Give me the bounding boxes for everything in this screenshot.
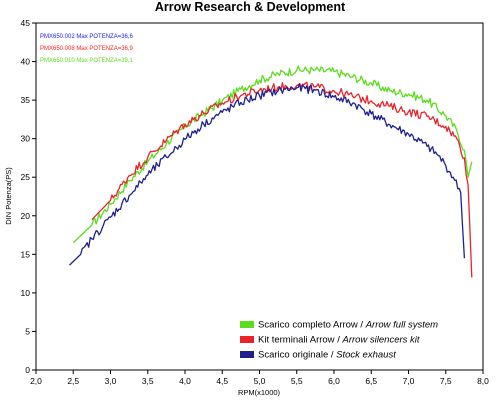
- x-tick-label: 2,0: [30, 376, 42, 386]
- x-tick-label: 7,0: [403, 376, 415, 386]
- max-power-annotations: PMX650.002 Max POTENZA=36,6 PMX650.008 Ma…: [40, 34, 134, 64]
- plot-frame: [35, 22, 484, 371]
- legend-swatch: [240, 336, 254, 343]
- axis-ticks: 2,0 2,5 3,0 3,5 4,0 4,5 5,0 5,5 6,0 6,5 7,0 7,5 8,0 0…: [21, 18, 490, 386]
- x-tick-label: 6,0: [328, 376, 340, 386]
- y-tick-label: 20: [21, 211, 31, 221]
- y-tick-label: 35: [21, 95, 31, 105]
- x-axis-label: RPM(x1000): [238, 388, 281, 397]
- y-tick-label: 30: [21, 134, 31, 144]
- x-tick-label: 5,0: [254, 376, 266, 386]
- legend-swatch: [240, 351, 254, 358]
- x-tick-label: 3,5: [142, 376, 154, 386]
- y-tick-label: 15: [21, 249, 31, 259]
- series-lines: [69, 65, 473, 278]
- legend-series-name-italic: Stock exhaust: [336, 350, 396, 361]
- series-line: [72, 65, 473, 244]
- max-power-annotation: PMX650.002 Max POTENZA=36,6: [40, 34, 134, 40]
- y-axis-label: DIN Potenza(PS): [4, 167, 13, 225]
- x-tick-label: 3,0: [105, 376, 117, 386]
- legend-series-name: Scarico originale: [258, 350, 328, 361]
- legend-series-name-italic: Arrow full system: [365, 320, 438, 331]
- legend: Scarico completo Arrow / Arrow full syst…: [240, 320, 438, 361]
- legend-swatch: [240, 321, 254, 328]
- series-line: [69, 83, 466, 266]
- y-tick-label: 40: [21, 57, 31, 67]
- x-tick-label: 6,5: [365, 376, 377, 386]
- x-tick-label: 4,0: [179, 376, 191, 386]
- y-tick-label: 10: [21, 288, 31, 298]
- x-tick-label: 5,5: [291, 376, 303, 386]
- y-tick-label: 25: [21, 172, 31, 182]
- x-tick-label: 8,0: [477, 376, 489, 386]
- legend-entry: Kit terminali Arrow / Arrow silencers ki…: [258, 335, 420, 346]
- max-power-annotation: PMX650.010 Max POTENZA=39,1: [40, 58, 134, 64]
- legend-entry: Scarico originale / Stock exhaust: [258, 350, 396, 361]
- y-tick-label: 0: [25, 365, 30, 375]
- legend-series-name-italic: Arrow silencers kit: [341, 335, 419, 346]
- chart-title: Arrow Research & Development: [155, 0, 346, 14]
- y-tick-label: 45: [21, 18, 31, 28]
- legend-separator: /: [358, 320, 366, 331]
- x-tick-label: 4,5: [216, 376, 228, 386]
- legend-separator: /: [335, 335, 343, 346]
- legend-series-name: Scarico completo Arrow: [258, 320, 358, 331]
- x-tick-label: 7,5: [440, 376, 452, 386]
- y-tick-label: 5: [25, 326, 30, 336]
- x-tick-label: 2,5: [67, 376, 79, 386]
- max-power-annotation: PMX650.008 Max POTENZA=36,9: [40, 46, 134, 52]
- legend-entry: Scarico completo Arrow / Arrow full syst…: [258, 320, 438, 331]
- legend-series-name: Kit terminali Arrow: [258, 335, 335, 346]
- legend-separator: /: [328, 350, 336, 361]
